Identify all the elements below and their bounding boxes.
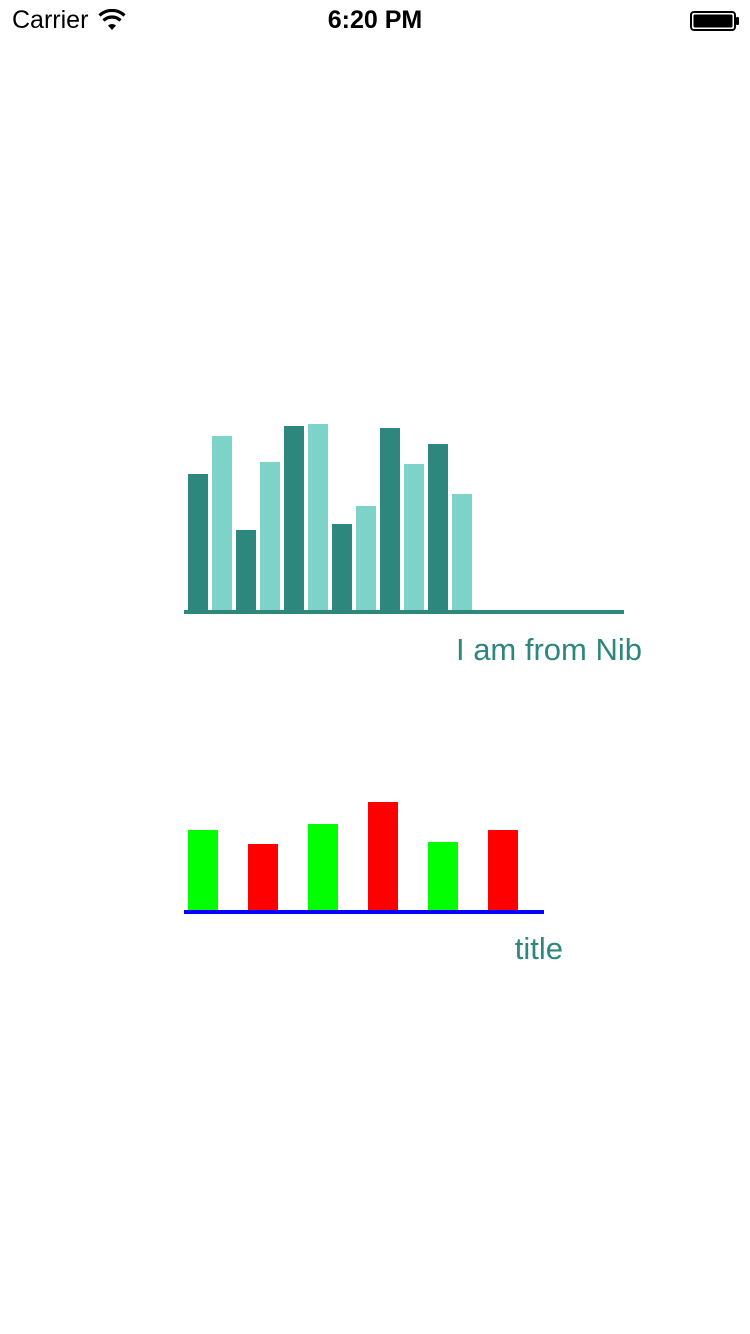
title-chart-bar-2 xyxy=(248,844,278,910)
nib-chart-bar-11 xyxy=(428,444,448,610)
title-chart-bar-1 xyxy=(188,830,218,910)
title-chart-bar-5 xyxy=(428,842,458,910)
nib-chart-bar-9 xyxy=(380,428,400,610)
chart-title-nib: I am from Nib xyxy=(455,632,642,667)
battery-icon xyxy=(690,11,739,31)
chart-title-2: title xyxy=(514,931,563,966)
title-chart-x-axis xyxy=(184,910,544,914)
title-chart-bar-4 xyxy=(368,802,398,910)
nib-chart-bar-3 xyxy=(236,530,256,610)
nib-chart-bar-10 xyxy=(404,464,424,610)
title-chart-bar-3 xyxy=(308,824,338,910)
nib-chart-bar-4 xyxy=(260,462,280,610)
status-bar: Carrier 6:20 PM xyxy=(0,0,750,40)
carrier-label: Carrier xyxy=(12,6,89,34)
clock-time: 6:20 PM xyxy=(327,6,423,34)
wifi-icon xyxy=(98,9,126,30)
nib-chart-bar-5 xyxy=(284,426,304,610)
nib-chart-bar-12 xyxy=(452,494,472,610)
nib-chart-bar-2 xyxy=(212,436,232,610)
nib-chart-x-axis xyxy=(184,610,624,614)
nib-chart-bar-1 xyxy=(188,474,208,610)
nib-chart-bar-8 xyxy=(356,506,376,610)
title-chart-bar-6 xyxy=(488,830,518,910)
nib-chart-bar-7 xyxy=(332,524,352,610)
nib-chart-bar-6 xyxy=(308,424,328,610)
